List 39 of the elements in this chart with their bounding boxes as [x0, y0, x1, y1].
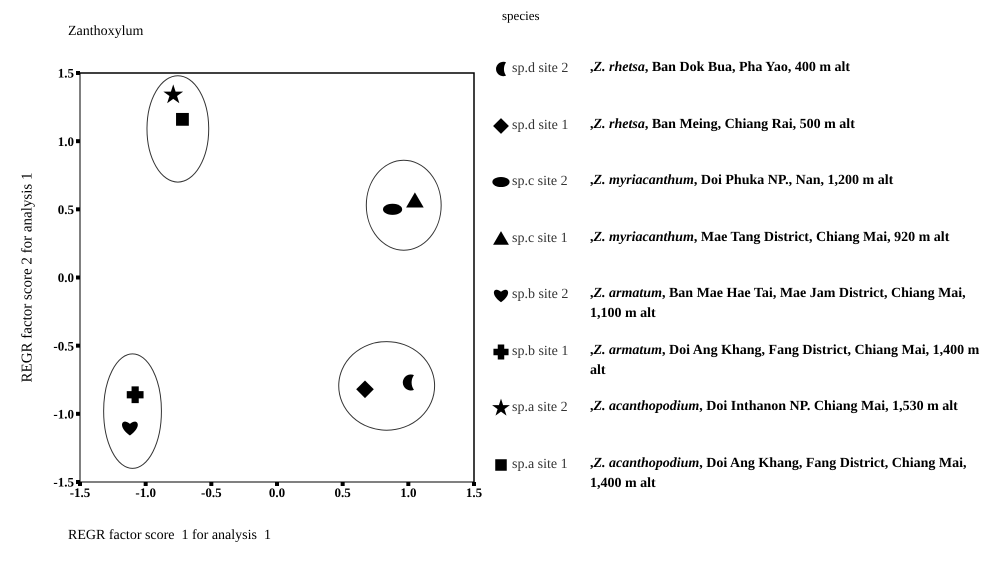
y-tick-label: -0.5 — [53, 338, 74, 354]
x-axis-title: REGR factor score 1 for analysis 1 — [68, 528, 271, 544]
y-tick-label: 0.0 — [58, 270, 74, 286]
legend-label: sp.c site 1 — [512, 230, 569, 248]
legend-label: sp.d site 2 — [512, 60, 570, 78]
y-axis-title: REGR factor score 2 for analysis 1 — [19, 172, 36, 382]
point — [356, 380, 374, 398]
y-tick-label: -1.0 — [53, 406, 74, 422]
y-tick-label: 1.5 — [58, 66, 74, 81]
text: ,Z. rhetsa, Ban Dok Bua, Pha Yao, 400 m alt — [590, 60, 850, 75]
y-tick-label: 0.5 — [58, 202, 74, 217]
chart-title: Zanthoxylum — [68, 24, 144, 40]
legend-label: sp.a site 1 — [512, 456, 569, 474]
y-tick-label: -1.5 — [53, 474, 74, 490]
x-tick-label: 1.0 — [400, 485, 416, 500]
text: ,Z. armatum, Doi Ang Khang, Fang District, Chiang Mai, 1,400 m alt — [590, 342, 980, 378]
text: ,Z. acanthopodium, Doi Inthanon NP. Chiang Mai, 1,530 m alt — [590, 399, 958, 414]
x-tick-label: 0.5 — [334, 485, 352, 500]
x-tick-label: -1.0 — [135, 485, 156, 500]
text: ,Z. acanthopodium, Doi Ang Khang, Fang District, Chiang Mai, 1,400 m alt — [590, 456, 966, 490]
text: ,Z. rhetsa, Ban Meing, Chiang Rai, 500 m alt — [590, 116, 855, 132]
legend-label: sp.d site 1 — [512, 116, 570, 134]
point — [126, 386, 144, 404]
legend-label: sp.c site 2 — [512, 173, 569, 191]
legend-label: sp.b site 1 — [512, 342, 570, 360]
legend-label: sp.a site 2 — [512, 399, 569, 417]
text: ,Z. myriacanthum, Mae Tang District, Chiang Mai, 920 m alt — [590, 230, 950, 244]
point — [122, 422, 138, 436]
x-tick-label: -0.5 — [201, 485, 222, 500]
x-tick-label: 1.5 — [466, 485, 483, 500]
point — [163, 84, 184, 104]
point — [406, 192, 424, 208]
legend-label: sp.b site 2 — [512, 286, 570, 304]
text: ,Z. armatum, Ban Mae Hae Tai, Mae Jam District, Chiang Mai, 1,100 m alt — [590, 286, 966, 321]
x-tick-label: 0.0 — [268, 485, 286, 500]
text: ,Z. myriacanthum, Doi Phuka NP., Nan, 1,200 m alt — [590, 173, 894, 188]
y-tick-label: 1.0 — [58, 134, 74, 149]
point — [176, 112, 189, 126]
legend-title: species — [502, 8, 541, 25]
